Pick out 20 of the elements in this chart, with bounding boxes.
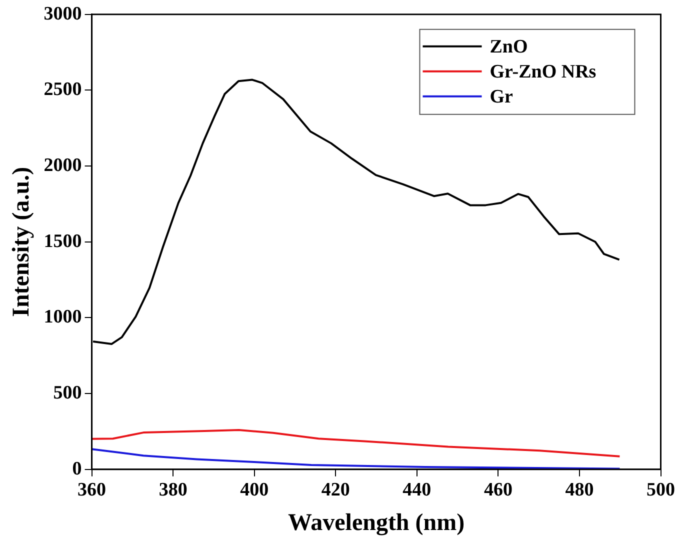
x-tick-label: 440: [402, 480, 432, 501]
y-tick-label: 2500: [44, 79, 82, 100]
x-tick-label: 360: [78, 480, 106, 501]
x-tick-label: 420: [321, 480, 350, 501]
legend-label: ZnO: [490, 36, 528, 58]
x-tick-label: 380: [158, 480, 188, 501]
y-tick-label: 1500: [44, 230, 82, 252]
legend-label: Gr: [490, 86, 514, 108]
y-tick-label: 3000: [44, 3, 82, 24]
y-tick-label: 0: [72, 458, 82, 480]
x-tick-label: 500: [646, 480, 675, 501]
y-tick-label: 2000: [44, 154, 82, 176]
x-tick-label: 460: [484, 480, 512, 501]
x-tick-label: 480: [565, 480, 594, 501]
y-tick-label: 1000: [44, 306, 82, 328]
y-tick-label: 500: [53, 382, 82, 404]
y-axis-title: Intensity (a.u.): [8, 166, 35, 317]
x-axis-title: Wavelength (nm): [288, 510, 465, 536]
legend-label: Gr-ZnO NRs: [490, 61, 596, 82]
x-tick-label: 400: [240, 480, 269, 501]
